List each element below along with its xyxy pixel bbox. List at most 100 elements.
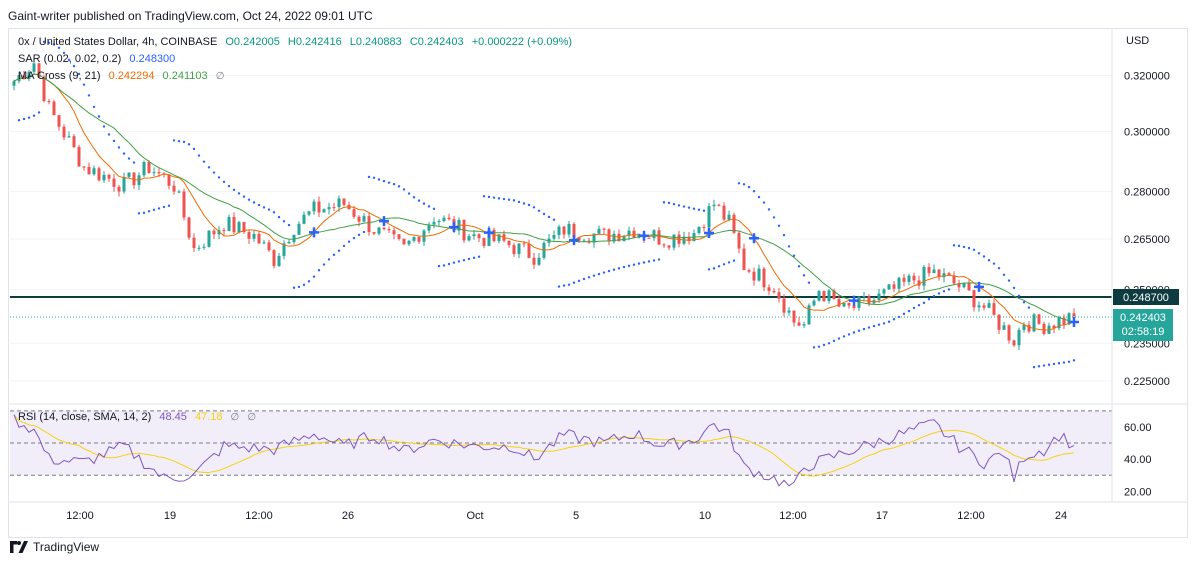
sar-dot-97 xyxy=(497,197,501,200)
ma-label[interactable]: MA Cross (9, 21) xyxy=(18,70,101,82)
candle-body-175 xyxy=(887,284,891,290)
candle-body-194 xyxy=(982,305,986,308)
brand-label: TradingView xyxy=(33,540,100,554)
cross-marker-193 xyxy=(974,281,984,292)
hidden-value-icon-1[interactable]: ∅ xyxy=(230,412,240,423)
candle-body-36 xyxy=(192,237,196,249)
candle-body-104 xyxy=(532,257,536,265)
sar-dot-206 xyxy=(1042,364,1046,367)
candle-body-189 xyxy=(957,283,961,288)
rsi-lines xyxy=(13,414,1075,487)
hidden-value-icon[interactable]: ∅ xyxy=(215,71,225,82)
candle-body-142 xyxy=(722,205,726,220)
sar-dot-29 xyxy=(157,207,161,210)
candle-body-55 xyxy=(287,242,291,244)
symbol-label[interactable]: 0x / United States Dollar, 4h, COINBASE xyxy=(18,36,218,48)
candle-body-31 xyxy=(167,174,171,186)
candle-body-78 xyxy=(402,238,406,245)
rsi-legend[interactable]: RSI (14, close, SMA, 14, 2) 48.45 47.18 … xyxy=(18,411,261,423)
candle-body-43 xyxy=(227,216,231,231)
sar-dot-136 xyxy=(692,207,696,210)
candle-body-182 xyxy=(922,266,926,286)
candle-body-140 xyxy=(712,204,716,207)
candle-body-86 xyxy=(442,217,446,221)
sar-dot-59 xyxy=(307,280,311,283)
candle-body-198 xyxy=(1002,325,1006,330)
candle-body-66 xyxy=(342,198,346,205)
price-tick-label-0: 0.320000 xyxy=(1124,71,1170,83)
rsi-label[interactable]: RSI (14, close, SMA, 14, 2) xyxy=(18,411,152,423)
candle-body-79 xyxy=(407,240,411,245)
tradingview-logo-icon xyxy=(10,541,28,553)
ohlc-legend[interactable]: 0x / United States Dollar, 4h, COINBASE … xyxy=(18,36,577,48)
candle-body-68 xyxy=(352,209,356,217)
candle-body-50 xyxy=(262,242,266,244)
sar-dot-151 xyxy=(767,208,771,211)
candle-body-152 xyxy=(772,290,776,293)
sar-legend[interactable]: SAR (0.02, 0.02, 0.2) 0.248300 xyxy=(18,53,180,65)
candle-body-187 xyxy=(947,273,951,276)
sar-dot-149 xyxy=(757,195,761,199)
sar-dot-35 xyxy=(187,143,191,146)
publisher-line: Gaint-writer published on TradingView.co… xyxy=(8,9,373,23)
candle-body-35 xyxy=(187,217,191,238)
candle-body-110 xyxy=(562,226,566,235)
sar-dot-74 xyxy=(382,179,386,183)
sar-dot-154 xyxy=(782,233,786,237)
sar-dot-174 xyxy=(882,322,886,325)
price-tick-label-5: 0.235000 xyxy=(1124,338,1170,350)
sar-dot-1 xyxy=(17,119,21,122)
candle-body-111 xyxy=(567,223,571,235)
candle-body-59 xyxy=(307,211,311,215)
candle-body-75 xyxy=(387,229,391,231)
footer-brand[interactable]: TradingView xyxy=(10,540,99,554)
candle-body-91 xyxy=(467,236,471,241)
sar-dot-205 xyxy=(1037,365,1041,368)
candle-body-202 xyxy=(1022,324,1026,330)
sar-dot-119 xyxy=(607,269,611,273)
candle-body-180 xyxy=(912,275,916,281)
sar-dot-202 xyxy=(1022,301,1026,304)
candle-body-130 xyxy=(662,244,666,246)
hidden-value-icon-2[interactable]: ∅ xyxy=(247,412,257,423)
sar-dot-156 xyxy=(792,254,796,257)
candle-body-6 xyxy=(42,77,46,102)
sar-dot-146 xyxy=(742,183,746,186)
candle-body-167 xyxy=(847,302,851,306)
sar-dot-133 xyxy=(677,204,681,207)
ma-lines xyxy=(13,73,1075,331)
candle-body-162 xyxy=(822,291,826,302)
sar-dot-212 xyxy=(1072,359,1076,362)
candle-body-170 xyxy=(862,296,866,298)
candle-body-117 xyxy=(597,228,601,234)
sar-label[interactable]: SAR (0.02, 0.02, 0.2) xyxy=(18,53,122,65)
ma-fast-value: 0.242294 xyxy=(108,70,155,82)
x-tick-label-5: 5 xyxy=(573,510,579,522)
candle-body-123 xyxy=(627,230,631,236)
candle-body-94 xyxy=(482,238,486,246)
sar-dot-185 xyxy=(937,292,941,295)
sar-dot-147 xyxy=(747,185,751,189)
sar-dot-82 xyxy=(422,202,426,205)
candle-body-181 xyxy=(917,280,921,286)
candle-body-138 xyxy=(702,226,706,228)
sar-dot-113 xyxy=(577,279,581,283)
candle-body-184 xyxy=(932,269,936,274)
sar-dot-46 xyxy=(242,195,246,198)
sar-dot-196 xyxy=(992,262,996,265)
sar-dot-71 xyxy=(367,175,371,179)
candle-body-20 xyxy=(112,178,116,187)
candle-body-5 xyxy=(37,63,41,78)
candle-body-92 xyxy=(472,234,476,237)
candle-body-49 xyxy=(257,233,261,244)
candle-body-24 xyxy=(132,172,136,186)
candle-body-112 xyxy=(572,223,576,238)
ma-legend[interactable]: MA Cross (9, 21) 0.242294 0.241103 ∅ xyxy=(18,70,229,82)
cross-marker-60 xyxy=(309,227,319,238)
sar-dot-198 xyxy=(1002,273,1006,277)
x-tick-label-11: 24 xyxy=(1055,510,1067,522)
candle-body-156 xyxy=(792,310,796,323)
sar-dot-190 xyxy=(962,245,966,249)
sar-dot-72 xyxy=(372,176,376,179)
